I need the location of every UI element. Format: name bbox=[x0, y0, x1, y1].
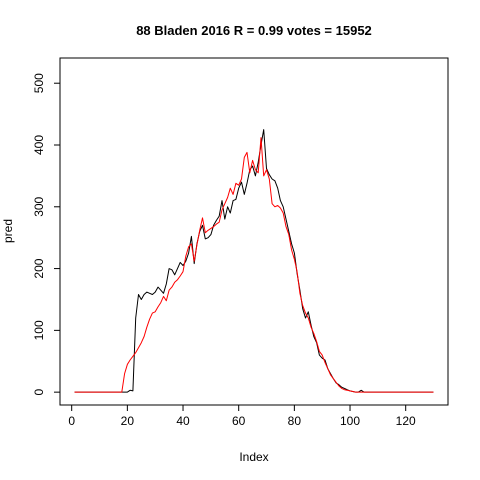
y-tick-label: 100 bbox=[32, 320, 46, 340]
x-tick-label: 0 bbox=[68, 414, 75, 428]
x-tick-label: 40 bbox=[176, 414, 190, 428]
x-axis-label: Index bbox=[239, 450, 268, 464]
chart-title: 88 Bladen 2016 R = 0.99 votes = 15952 bbox=[136, 23, 372, 38]
y-axis-label: pred bbox=[1, 219, 15, 243]
series-line-1 bbox=[74, 129, 434, 393]
y-axis: 0 100 200 300 400 500 bbox=[32, 73, 61, 395]
x-axis: 0 20 40 60 80 100 120 bbox=[68, 404, 416, 428]
x-tick-label: 60 bbox=[232, 414, 246, 428]
y-tick-label: 500 bbox=[32, 73, 46, 93]
y-tick-label: 0 bbox=[32, 388, 46, 395]
series-layer bbox=[74, 129, 434, 393]
y-tick-label: 200 bbox=[32, 258, 46, 278]
x-tick-label: 120 bbox=[396, 414, 416, 428]
series-line-2 bbox=[74, 137, 434, 393]
x-tick-label: 20 bbox=[121, 414, 135, 428]
x-tick-label: 100 bbox=[340, 414, 360, 428]
y-tick-label: 400 bbox=[32, 135, 46, 155]
y-tick-label: 300 bbox=[32, 196, 46, 216]
x-tick-label: 80 bbox=[288, 414, 302, 428]
